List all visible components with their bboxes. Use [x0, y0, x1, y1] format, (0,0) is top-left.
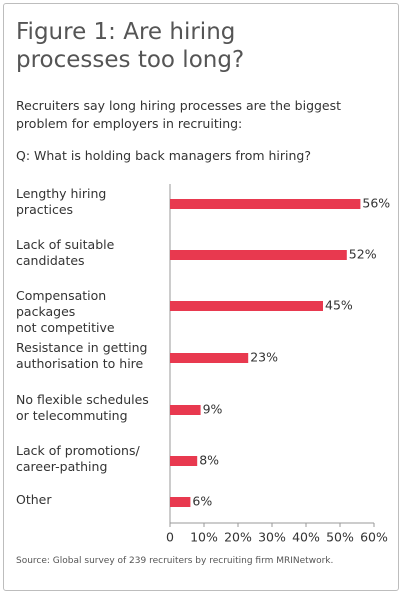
x-tick-label: 50% — [326, 530, 354, 545]
bar — [170, 405, 201, 415]
value-label: 8% — [199, 453, 219, 468]
x-tick-label: 60% — [360, 530, 388, 545]
value-label: 52% — [349, 247, 377, 262]
category-label: Resistance in getting authorisation to h… — [16, 340, 148, 371]
category-label: No flexible schedules or telecommuting — [16, 392, 149, 423]
bar — [170, 199, 361, 209]
x-tick-label: 30% — [258, 530, 286, 545]
x-tick-label: 10% — [190, 530, 218, 545]
source: Source: Global survey of 239 recruiters … — [16, 556, 334, 566]
value-label: 23% — [250, 350, 278, 365]
category-label: Lack of promotions/ career-pathing — [16, 443, 140, 474]
category-label: Compensation packages not competitive — [16, 288, 115, 335]
value-label: 56% — [362, 196, 390, 211]
value-label: 9% — [203, 402, 223, 417]
x-tick-label: 40% — [292, 530, 320, 545]
category-label: Lengthy hiring practices — [16, 186, 107, 217]
bar — [170, 250, 347, 260]
category-label: Other — [16, 492, 52, 507]
frame — [3, 3, 399, 591]
x-tick-label: 20% — [224, 530, 252, 545]
category-label: Lack of suitable candidates — [16, 237, 115, 268]
bar — [170, 353, 249, 363]
subtitle: Recruiters say long hiring processes are… — [16, 98, 342, 131]
question: Q: What is holding back managers from hi… — [16, 148, 311, 163]
chart-title: Figure 1: Are hiring processes too long? — [16, 19, 245, 73]
bar — [170, 497, 191, 507]
value-label: 45% — [325, 298, 353, 313]
bar — [170, 301, 323, 311]
value-label: 6% — [192, 494, 212, 509]
x-tick-label: 0 — [166, 530, 174, 545]
bar — [170, 456, 198, 466]
